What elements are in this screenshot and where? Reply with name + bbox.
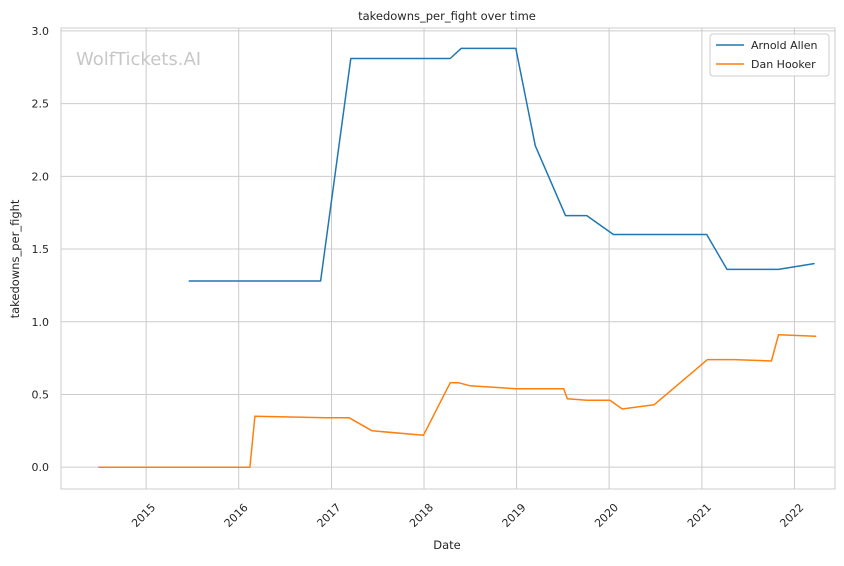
chart-title: takedowns_per_fight over time (358, 9, 536, 23)
series-line-dan-hooker (98, 334, 817, 468)
x-tick-label: 2020 (592, 501, 621, 530)
x-tick-label: 2018 (407, 501, 436, 530)
x-tick-label: 2022 (777, 501, 806, 530)
y-tick-label: 2.5 (32, 98, 50, 111)
x-tick-label: 2017 (315, 501, 344, 530)
y-tick-labels: 0.0 0.5 1.0 1.5 2.0 2.5 3.0 (32, 25, 50, 474)
x-tick-label: 2015 (129, 501, 158, 530)
horizontal-gridlines (61, 30, 835, 468)
legend-label: Arnold Allen (751, 39, 817, 52)
legend: Arnold Allen Dan Hooker (709, 33, 830, 77)
y-tick-label: 0.0 (32, 461, 50, 474)
x-tick-label: 2021 (685, 501, 714, 530)
y-tick-label: 1.5 (32, 243, 50, 256)
y-tick-label: 1.0 (32, 316, 50, 329)
series-line-arnold-allen (188, 47, 815, 282)
legend-entries: Arnold Allen Dan Hooker (716, 39, 817, 71)
y-tick-label: 2.0 (32, 170, 50, 183)
x-tick-labels: 2015 2016 2017 2018 2019 2020 2021 2022 (129, 501, 806, 530)
y-tick-label: 0.5 (32, 388, 50, 401)
x-axis-label: Date (433, 538, 461, 552)
x-tick-label: 2019 (500, 501, 529, 530)
y-axis-label: takedowns_per_fight (8, 199, 22, 318)
plot-area-frame (60, 27, 836, 490)
vertical-gridlines (145, 28, 795, 489)
watermark: WolfTickets.AI (76, 49, 201, 70)
y-tick-label: 3.0 (32, 25, 50, 38)
series-layer (98, 47, 817, 468)
x-tick-label: 2016 (222, 501, 251, 530)
legend-label: Dan Hooker (751, 58, 816, 71)
